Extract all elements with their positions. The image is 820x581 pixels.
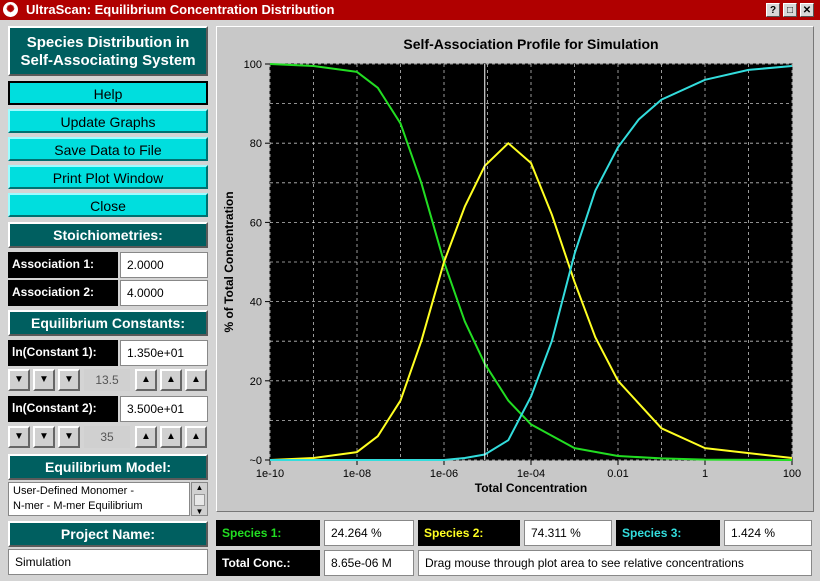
y-tick-label: 80 xyxy=(250,138,262,150)
double-up-arrow-icon[interactable]: ▲ xyxy=(160,426,182,448)
association-1-label: Association 1: xyxy=(8,252,118,278)
y-tick-label: 20 xyxy=(250,376,262,388)
help-button[interactable]: Help xyxy=(8,81,208,105)
total-conc-value: 8.65e-06 M xyxy=(324,550,414,576)
x-tick-label: 1e-04 xyxy=(517,468,545,480)
constant-2-field[interactable]: 3.500e+01 xyxy=(120,396,208,422)
title-bar: ✺ UltraScan: Equilibrium Concentration D… xyxy=(0,0,820,20)
window-title: UltraScan: Equilibrium Concentration Dis… xyxy=(26,2,335,17)
y-tick-label: ~0 xyxy=(249,455,262,467)
maximize-window-button[interactable]: □ xyxy=(783,3,797,17)
species-3-value: 1.424 % xyxy=(724,520,812,546)
x-tick-label: 1e-08 xyxy=(343,468,371,480)
species-distribution-heading: Species Distribution in Self-Associating… xyxy=(8,26,208,76)
series-line-species-1 xyxy=(269,63,793,461)
triple-up-arrow-icon[interactable]: ▲ xyxy=(185,369,207,391)
total-conc-label: Total Conc.: xyxy=(216,550,320,576)
project-name-field[interactable]: Simulation xyxy=(8,549,208,575)
model-list-scrollbar[interactable]: ▲ ▼ xyxy=(191,482,208,516)
double-down-arrow-icon[interactable]: ▼ xyxy=(33,426,55,448)
self-association-chart[interactable]: Self-Association Profile for Simulation 1… xyxy=(217,27,813,511)
double-down-arrow-icon[interactable]: ▼ xyxy=(33,369,55,391)
y-tick-label: 100 xyxy=(244,59,262,71)
plot-hint-text: Drag mouse through plot area to see rela… xyxy=(418,550,812,576)
equilibrium-constants-header: Equilibrium Constants: xyxy=(8,310,208,336)
heading-line-2: Self-Associating System xyxy=(20,52,196,69)
x-tick-label: 0.01 xyxy=(607,468,628,480)
y-axis-label: % of Total Concentration xyxy=(222,191,236,332)
scroll-down-icon[interactable]: ▼ xyxy=(195,507,204,516)
association-2-label: Association 2: xyxy=(8,280,118,306)
x-tick-label: 1e-06 xyxy=(430,468,458,480)
series-line-species-3 xyxy=(270,65,793,461)
constant-1-label: ln(Constant 1): xyxy=(8,340,118,366)
triple-down-arrow-icon[interactable]: ▼ xyxy=(8,369,30,391)
equilibrium-model-list[interactable]: User-Defined Monomer - N-mer - M-mer Equ… xyxy=(8,482,190,516)
x-tick-label: 1e-10 xyxy=(256,468,284,480)
stoichiometries-header: Stoichiometries: xyxy=(8,222,208,248)
species-1-label: Species 1: xyxy=(216,520,320,546)
species-2-label: Species 2: xyxy=(418,520,520,546)
constant-1-field[interactable]: 1.350e+01 xyxy=(120,340,208,366)
association-1-field[interactable]: 2.0000 xyxy=(120,252,208,278)
species-2-value: 74.311 % xyxy=(524,520,612,546)
species-1-value: 24.264 % xyxy=(324,520,414,546)
up-arrow-icon[interactable]: ▲ xyxy=(135,426,157,448)
constant-1-counter[interactable]: 13.5 xyxy=(84,369,130,391)
app-icon[interactable]: ✺ xyxy=(3,2,18,17)
association-2-field[interactable]: 4.0000 xyxy=(120,280,208,306)
triple-down-arrow-icon[interactable]: ▼ xyxy=(8,426,30,448)
equilibrium-model-header: Equilibrium Model: xyxy=(8,454,208,480)
model-list-item[interactable]: N-mer - M-mer Equilibrium xyxy=(13,500,143,512)
close-button[interactable]: Close xyxy=(8,193,208,217)
model-list-item[interactable]: User-Defined Monomer - xyxy=(13,485,135,497)
project-name-header: Project Name: xyxy=(8,521,208,547)
help-window-button[interactable]: ? xyxy=(766,3,780,17)
double-up-arrow-icon[interactable]: ▲ xyxy=(160,369,182,391)
x-axis-label: Total Concentration xyxy=(475,481,587,495)
plot-panel[interactable]: Self-Association Profile for Simulation 1… xyxy=(216,26,814,512)
y-tick-label: 40 xyxy=(250,297,262,309)
x-tick-label: 1 xyxy=(702,468,708,480)
update-graphs-button[interactable]: Update Graphs xyxy=(8,109,208,133)
y-tick-label: 60 xyxy=(250,217,262,229)
series-line-species-2 xyxy=(269,142,793,461)
scrollbar-thumb[interactable] xyxy=(194,494,205,506)
down-arrow-icon[interactable]: ▼ xyxy=(58,369,80,391)
up-arrow-icon[interactable]: ▲ xyxy=(135,369,157,391)
scroll-up-icon[interactable]: ▲ xyxy=(195,483,204,492)
constant-2-label: ln(Constant 2): xyxy=(8,396,118,422)
x-tick-label: 100 xyxy=(783,468,801,480)
chart-title: Self-Association Profile for Simulation xyxy=(403,36,658,52)
species-3-label: Species 3: xyxy=(616,520,720,546)
constant-2-counter[interactable]: 35 xyxy=(84,426,130,448)
down-arrow-icon[interactable]: ▼ xyxy=(58,426,80,448)
print-plot-button[interactable]: Print Plot Window xyxy=(8,165,208,189)
triple-up-arrow-icon[interactable]: ▲ xyxy=(185,426,207,448)
close-window-button[interactable]: ✕ xyxy=(800,3,814,17)
save-data-button[interactable]: Save Data to File xyxy=(8,137,208,161)
heading-line-1: Species Distribution in xyxy=(26,34,190,51)
